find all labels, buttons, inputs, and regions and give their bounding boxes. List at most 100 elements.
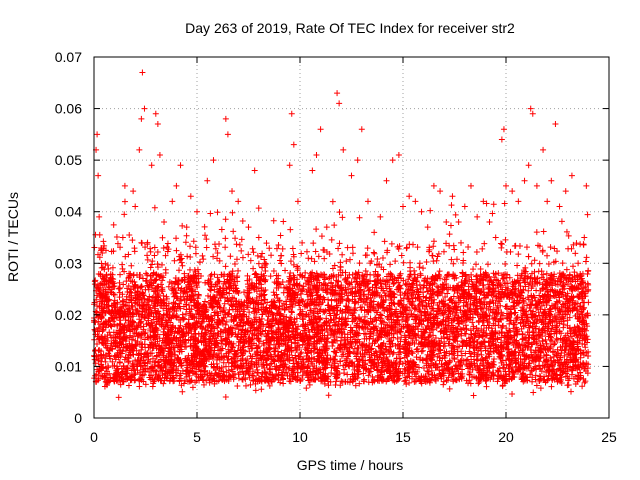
data-point	[344, 371, 351, 378]
data-point	[371, 250, 378, 257]
data-point	[346, 256, 353, 263]
data-point	[424, 351, 431, 358]
data-point	[189, 384, 196, 391]
data-point	[435, 250, 442, 257]
data-point	[179, 222, 186, 229]
data-point	[328, 236, 335, 243]
data-point	[252, 387, 259, 394]
data-point	[239, 218, 246, 225]
data-point	[311, 258, 318, 265]
data-point	[362, 331, 369, 338]
data-point	[481, 240, 488, 247]
data-point	[245, 343, 252, 350]
data-point	[192, 250, 199, 257]
data-point	[328, 297, 335, 304]
data-point	[139, 240, 146, 247]
data-point	[540, 228, 547, 235]
data-point	[582, 258, 589, 265]
data-point	[261, 291, 268, 298]
data-point	[151, 244, 158, 251]
data-point	[473, 273, 480, 280]
data-point	[293, 315, 300, 322]
data-point	[502, 260, 509, 267]
data-point	[352, 382, 359, 389]
data-point	[235, 267, 242, 274]
data-point	[547, 354, 554, 361]
data-point	[108, 322, 115, 329]
data-point	[536, 292, 543, 299]
data-point	[255, 260, 262, 267]
data-point	[122, 253, 129, 260]
data-point	[95, 357, 102, 364]
data-point	[378, 264, 385, 271]
data-point	[144, 252, 151, 259]
data-point	[250, 265, 257, 272]
data-point	[483, 200, 490, 207]
data-point	[120, 281, 127, 288]
data-point	[335, 245, 342, 252]
data-point	[525, 287, 532, 294]
data-point	[394, 335, 401, 342]
data-point	[363, 252, 370, 259]
data-point	[499, 323, 506, 330]
data-point	[315, 253, 322, 260]
data-point	[266, 245, 273, 252]
data-point	[312, 248, 319, 255]
data-point	[101, 266, 108, 273]
data-point	[259, 250, 266, 257]
data-point	[138, 299, 145, 306]
data-point	[440, 378, 447, 385]
data-point	[333, 378, 340, 385]
data-point	[362, 267, 369, 274]
data-point	[186, 372, 193, 379]
data-point	[532, 376, 539, 383]
data-point	[537, 385, 544, 392]
data-point	[405, 313, 412, 320]
data-point	[409, 375, 416, 382]
data-point	[311, 326, 318, 333]
data-point	[159, 234, 166, 241]
data-point	[475, 327, 482, 334]
data-point	[339, 214, 346, 221]
data-point	[509, 391, 516, 398]
data-point	[440, 381, 447, 388]
data-point	[338, 378, 345, 385]
data-point	[406, 379, 413, 386]
data-point	[240, 302, 247, 309]
data-point	[437, 328, 444, 335]
data-point	[210, 253, 217, 260]
data-point	[93, 341, 100, 347]
data-point	[464, 356, 471, 363]
data-point	[296, 302, 303, 309]
data-point	[221, 300, 228, 307]
data-point	[515, 251, 522, 258]
data-point	[465, 244, 472, 251]
data-point	[462, 341, 469, 348]
data-point	[390, 334, 397, 341]
data-point	[543, 270, 550, 277]
data-point	[233, 256, 240, 263]
data-point	[458, 348, 465, 355]
data-point	[477, 265, 484, 272]
data-point	[91, 326, 98, 333]
data-point	[187, 243, 194, 250]
data-point	[116, 279, 123, 286]
data-point	[109, 264, 116, 271]
data-point	[502, 236, 509, 243]
data-point	[143, 301, 150, 308]
data-point	[128, 336, 135, 343]
data-point	[126, 232, 133, 239]
data-point	[317, 306, 324, 313]
data-point	[339, 251, 346, 258]
data-point	[100, 238, 107, 245]
data-point	[434, 353, 441, 360]
data-point	[325, 392, 332, 399]
data-point	[356, 260, 363, 267]
data-point	[336, 209, 343, 216]
data-points	[91, 69, 592, 401]
data-point	[460, 249, 467, 256]
data-point	[365, 372, 372, 379]
data-point	[452, 211, 459, 218]
data-point	[224, 356, 231, 363]
